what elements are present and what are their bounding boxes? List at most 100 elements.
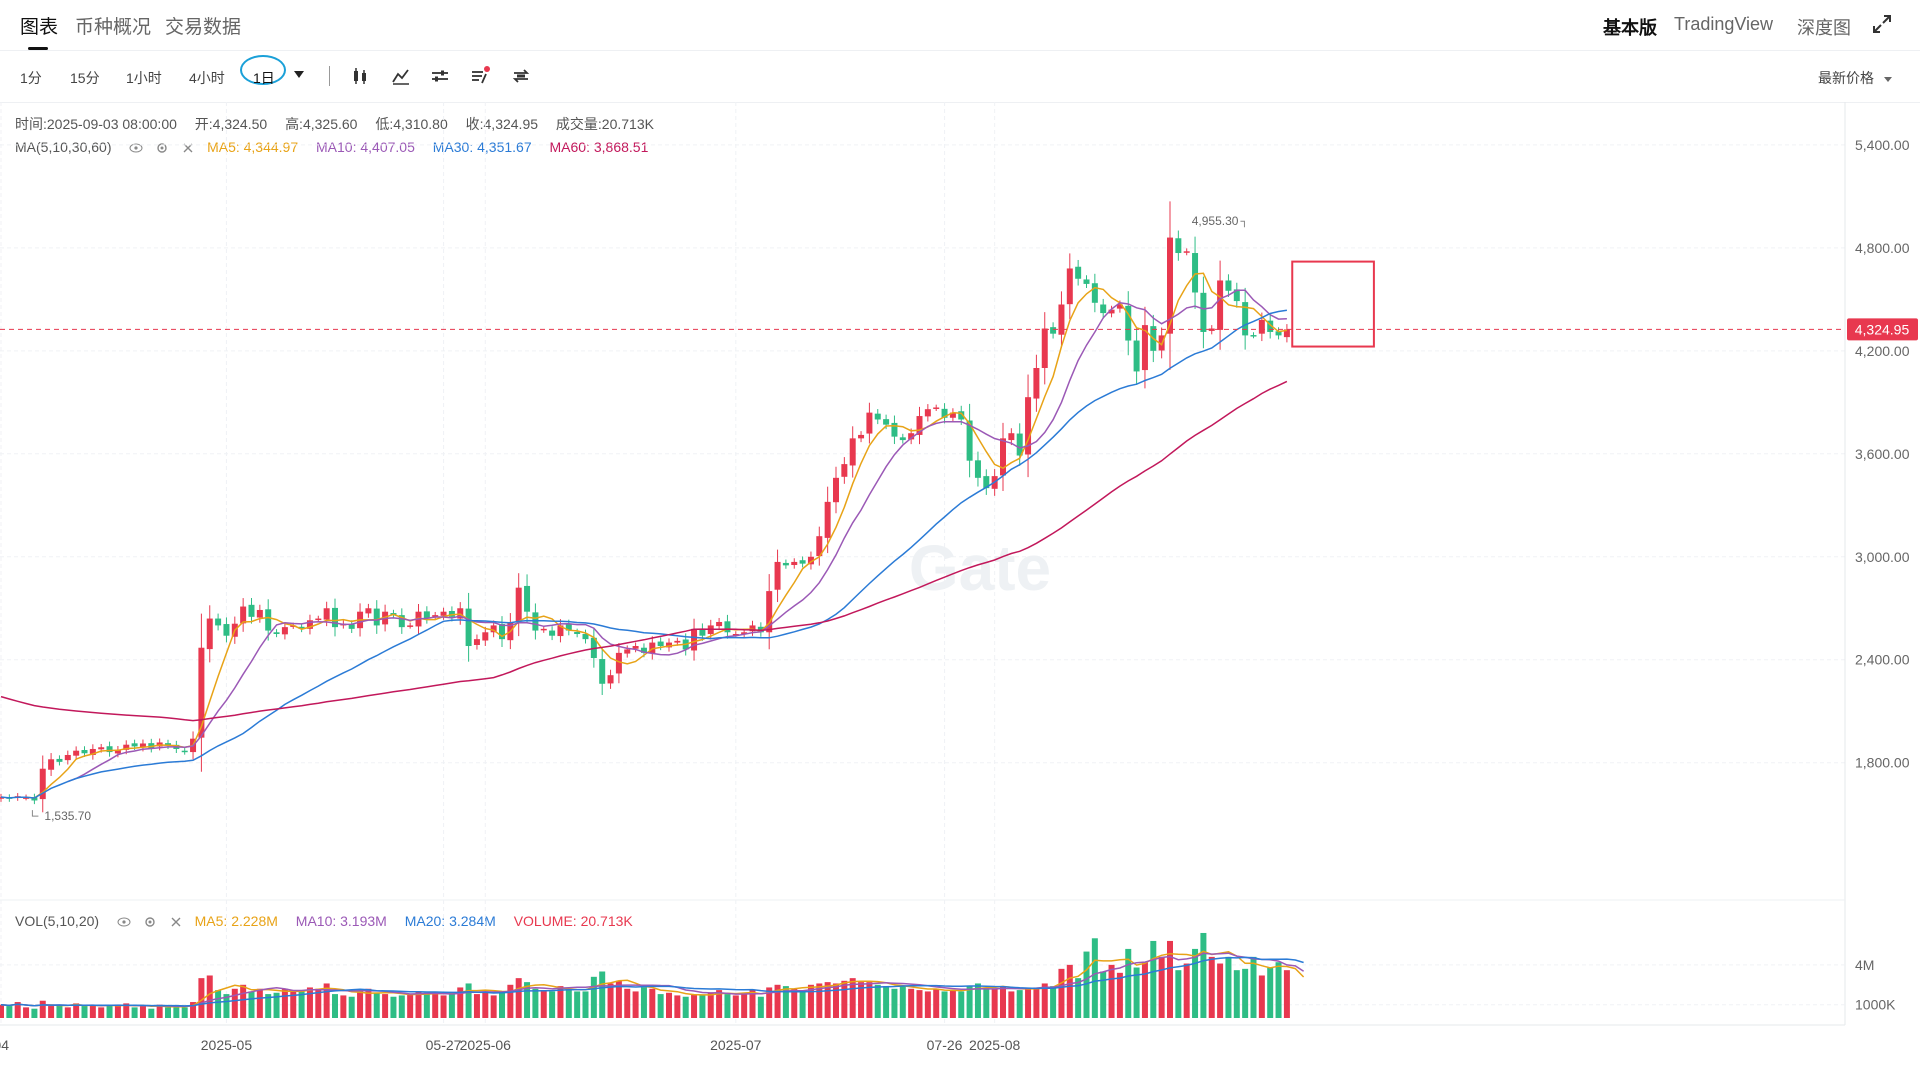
- candle-body: [1275, 331, 1282, 336]
- candle-body: [874, 413, 881, 420]
- volume-bar: [866, 982, 873, 1018]
- volume-bar: [223, 994, 230, 1018]
- price-type-select[interactable]: 最新价格: [1818, 68, 1892, 88]
- drawing-list-icon[interactable]: [470, 66, 490, 86]
- candle-type-icon[interactable]: [350, 66, 370, 86]
- volume-bar: [699, 995, 706, 1018]
- volume-bar: [565, 988, 572, 1018]
- settings-gear-icon[interactable]: [143, 917, 157, 927]
- ma5-line: [25, 272, 1288, 799]
- tab-trade-data[interactable]: 交易数据: [165, 17, 242, 38]
- candle-body: [849, 438, 856, 466]
- candle-body: [1041, 328, 1048, 368]
- timeframe-1d[interactable]: 1日: [253, 70, 275, 86]
- volume-bar: [382, 994, 389, 1018]
- candle-body: [674, 640, 681, 643]
- x-axis-tick-label: 2025-05: [201, 1037, 253, 1053]
- high-annotation-pointer: [1240, 220, 1245, 228]
- candle-body: [56, 758, 63, 762]
- vol-legend-label: VOL(5,10,20): [15, 913, 100, 929]
- volume-bar: [841, 980, 848, 1018]
- volume-bar: [607, 983, 614, 1018]
- tab-chart[interactable]: 图表: [20, 17, 59, 38]
- candle-body: [89, 748, 96, 755]
- vol-axis-tick-label: 4M: [1855, 957, 1874, 973]
- timeframe-15m[interactable]: 15分: [70, 70, 100, 86]
- candle-body: [741, 632, 748, 635]
- volume-bar: [974, 983, 981, 1018]
- candle-body: [281, 627, 288, 635]
- volume-bar: [256, 988, 263, 1018]
- volume-bar: [749, 990, 756, 1018]
- ohlc-low: 低:4,310.80: [375, 116, 448, 132]
- candle-body: [315, 618, 322, 621]
- volume-bar: [173, 1006, 180, 1018]
- candle-body: [1108, 309, 1115, 314]
- y-axis-tick-label: 3,600.00: [1855, 446, 1910, 462]
- candle-body: [332, 607, 338, 628]
- vol-axis-tick-label: 1000K: [1855, 997, 1896, 1013]
- candle-body: [265, 609, 272, 631]
- volume-bar: [833, 983, 839, 1018]
- tab-coin-overview[interactable]: 币种概况: [75, 17, 152, 38]
- candle-body: [624, 649, 631, 654]
- volume-bar: [891, 988, 898, 1018]
- basic-version-link[interactable]: 基本版: [1603, 18, 1657, 38]
- candle-body: [1192, 253, 1199, 293]
- volume-bar: [874, 984, 881, 1018]
- volume-bar: [298, 990, 305, 1018]
- volume-bar: [524, 982, 531, 1018]
- volume-bar: [190, 1002, 197, 1018]
- candle-body: [131, 743, 138, 747]
- settings-sliders-icon[interactable]: [430, 66, 450, 86]
- timeframe-dropdown-icon[interactable]: [294, 71, 304, 78]
- eye-icon[interactable]: [117, 917, 131, 927]
- candle-body: [1208, 328, 1215, 331]
- volume-bar: [131, 1007, 138, 1018]
- volume-bar: [423, 992, 430, 1018]
- volume-bar: [791, 988, 798, 1018]
- volume-bar: [691, 994, 698, 1018]
- volume-bar: [365, 988, 372, 1018]
- volume-bar: [332, 994, 338, 1018]
- candle-body: [298, 626, 305, 629]
- volume-bar: [741, 992, 748, 1018]
- volume-bar: [73, 1003, 80, 1018]
- indicator-icon[interactable]: [391, 66, 411, 86]
- volume-bar: [407, 994, 414, 1018]
- volume-bar: [23, 1007, 30, 1018]
- timeframe-4h[interactable]: 4小时: [189, 70, 225, 86]
- timeframe-1m[interactable]: 1分: [20, 70, 42, 86]
- volume-bar: [582, 991, 589, 1018]
- fullscreen-icon[interactable]: [1870, 12, 1894, 36]
- settings-gear-icon[interactable]: [155, 143, 169, 153]
- volume-bar: [398, 995, 405, 1018]
- volume-bar: [290, 991, 297, 1018]
- candle-body: [323, 608, 330, 620]
- candle-body: [273, 632, 280, 634]
- candle-body: [1167, 237, 1173, 334]
- candle-body: [1242, 302, 1249, 336]
- volume-bar: [123, 1003, 130, 1018]
- volume-bar: [1050, 986, 1057, 1018]
- close-icon[interactable]: [169, 917, 183, 927]
- candle-body: [1225, 280, 1232, 291]
- tradingview-link[interactable]: TradingView: [1674, 14, 1774, 34]
- candle-body: [165, 743, 171, 746]
- volume-bar: [807, 984, 814, 1018]
- timeframe-1h[interactable]: 1小时: [126, 70, 162, 86]
- candle-body: [206, 618, 213, 650]
- volume-bar: [824, 982, 831, 1018]
- volume-bar: [281, 988, 288, 1018]
- volume-bar: [357, 991, 364, 1018]
- depth-chart-link[interactable]: 深度图: [1797, 18, 1851, 38]
- candle-body: [490, 625, 497, 633]
- candle-body: [657, 641, 664, 647]
- eye-icon[interactable]: [129, 143, 143, 153]
- volume-bar: [1267, 967, 1274, 1018]
- volume-bar: [774, 984, 781, 1018]
- volume-bar: [306, 987, 313, 1018]
- swap-icon[interactable]: [511, 66, 531, 86]
- candle-body: [574, 631, 581, 634]
